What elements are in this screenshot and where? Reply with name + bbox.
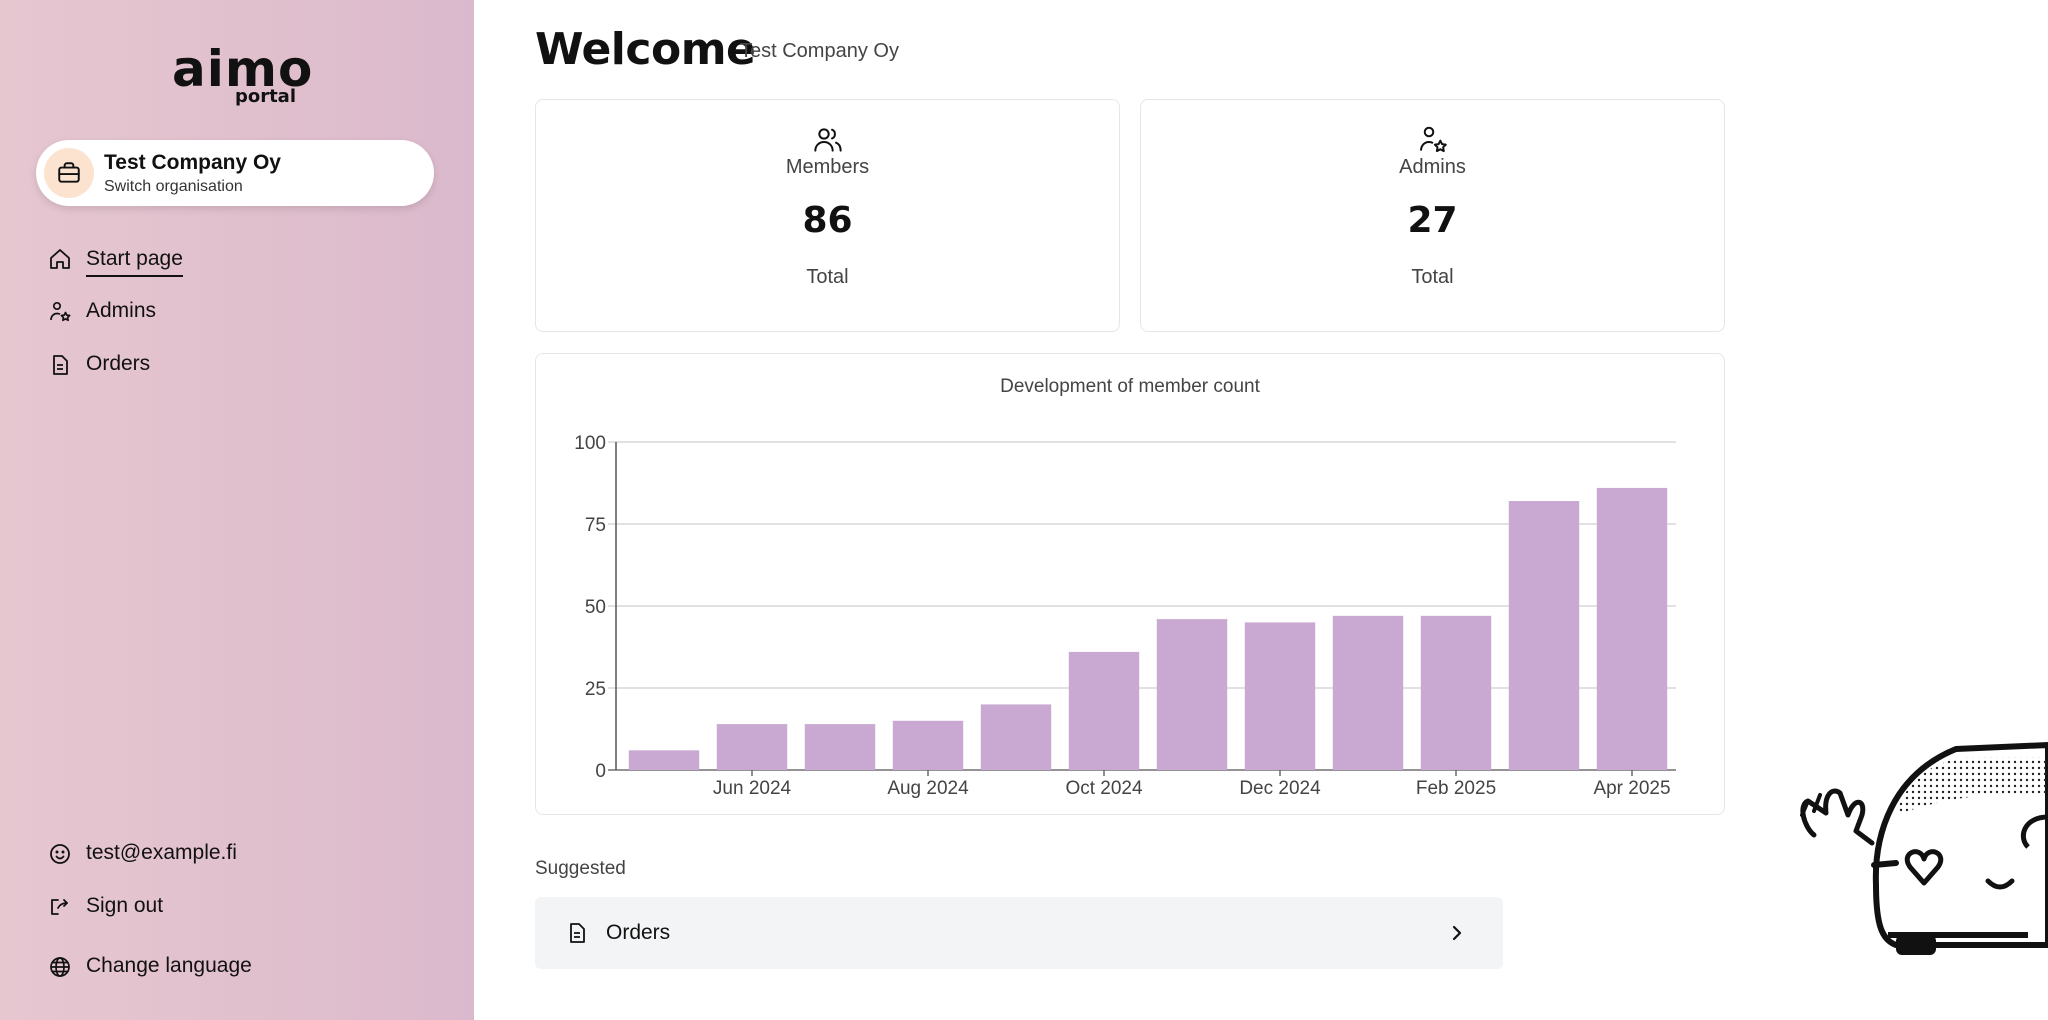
sidebar-item-label: Start page: [86, 247, 183, 277]
member-count-bar-chart: 0 25 50 75 100 Jun 2024 Aug 2024 Oct 2024 Dec 20…: [574, 433, 1676, 799]
x-tick-label: Feb 2025: [1416, 778, 1496, 799]
bar-jul-2024[interactable]: [804, 724, 876, 770]
switch-organisation-label: Switch organisation: [104, 178, 243, 195]
y-tick-label: 25: [585, 679, 606, 700]
waving-car-illustration: [1800, 742, 2048, 955]
bar-dec-2024[interactable]: [1244, 622, 1316, 770]
x-tick-label: Jun 2024: [713, 778, 792, 799]
sidebar-item-orders[interactable]: Orders: [48, 347, 150, 383]
sidebar-item-label: Orders: [86, 352, 151, 375]
bar-jun-2024[interactable]: [716, 724, 788, 770]
change-language-label: Change language: [86, 954, 252, 977]
bar-feb-2025[interactable]: [1420, 615, 1492, 770]
y-tick-label: 50: [585, 597, 606, 618]
bar-sep-2024[interactable]: [980, 704, 1052, 770]
bar-oct-2024[interactable]: [1068, 651, 1140, 770]
sign-out-icon: [48, 895, 72, 919]
admins-label: Admins: [1399, 156, 1466, 178]
chart-title: Development of member count: [1000, 376, 1260, 397]
user-email: test@example.fi: [86, 841, 237, 864]
bar-mar-2025[interactable]: [1508, 501, 1580, 770]
y-tick-label: 75: [585, 515, 606, 536]
user-email-item[interactable]: test@example.fi: [48, 836, 237, 872]
bar-aug-2024[interactable]: [892, 720, 964, 770]
logo-wordmark: aimo: [172, 40, 314, 98]
users-icon: [812, 124, 844, 156]
bar-may-2024[interactable]: [628, 750, 700, 770]
member-count-chart-card: Development of member count 0 25 50 75 100 Ju…: [535, 353, 1725, 815]
x-tick-label: Dec 2024: [1239, 778, 1321, 799]
y-tick-label: 0: [595, 761, 606, 782]
sign-out-button[interactable]: Sign out: [48, 889, 163, 925]
y-tick-label: 100: [574, 433, 606, 454]
x-tick-label: Apr 2025: [1593, 778, 1670, 799]
x-tick-label: Aug 2024: [887, 778, 969, 799]
bar-jan-2025[interactable]: [1332, 615, 1404, 770]
sidebar-item-start-page[interactable]: Start page: [48, 241, 183, 277]
admins-caption: Total: [1411, 266, 1454, 288]
page-title: Welcome: [535, 24, 756, 75]
suggested-orders-link[interactable]: Orders: [535, 897, 1503, 969]
globe-icon: [48, 955, 72, 979]
document-icon: [565, 921, 589, 945]
sign-out-label: Sign out: [86, 894, 164, 917]
logo-subtitle: portal: [234, 86, 296, 107]
members-stat-card: Members 86 Total: [535, 99, 1120, 332]
sidebar: aimo portal Test Company Oy Switch organ…: [0, 0, 474, 1020]
bar-apr-2025[interactable]: [1596, 487, 1668, 770]
admin-user-star-icon: [1417, 124, 1449, 156]
members-caption: Total: [806, 266, 849, 288]
sidebar-item-admins[interactable]: Admins: [48, 294, 156, 330]
members-count: 86: [802, 200, 853, 241]
aimo-portal-logo[interactable]: aimo portal: [172, 44, 312, 108]
admin-user-star-icon: [48, 300, 72, 324]
briefcase-icon: [44, 148, 94, 198]
x-tick-label: Oct 2024: [1065, 778, 1143, 799]
organisation-name: Test Company Oy: [104, 151, 281, 174]
switch-organisation-button[interactable]: Test Company Oy Switch organisation: [36, 140, 434, 206]
members-label: Members: [785, 156, 870, 178]
admins-count: 27: [1407, 200, 1458, 241]
bar-nov-2024[interactable]: [1156, 619, 1228, 770]
change-language-button[interactable]: Change language: [48, 949, 252, 985]
chevron-right-icon: [1447, 921, 1467, 945]
home-icon: [48, 247, 72, 271]
sidebar-item-label: Admins: [86, 299, 157, 322]
document-icon: [48, 353, 72, 377]
admins-stat-card: Admins 27 Total: [1140, 99, 1725, 332]
page-subtitle: Test Company Oy: [740, 40, 899, 62]
suggested-item-label: Orders: [606, 921, 671, 944]
smiley-icon: [48, 842, 72, 866]
suggested-heading: Suggested: [535, 858, 626, 879]
